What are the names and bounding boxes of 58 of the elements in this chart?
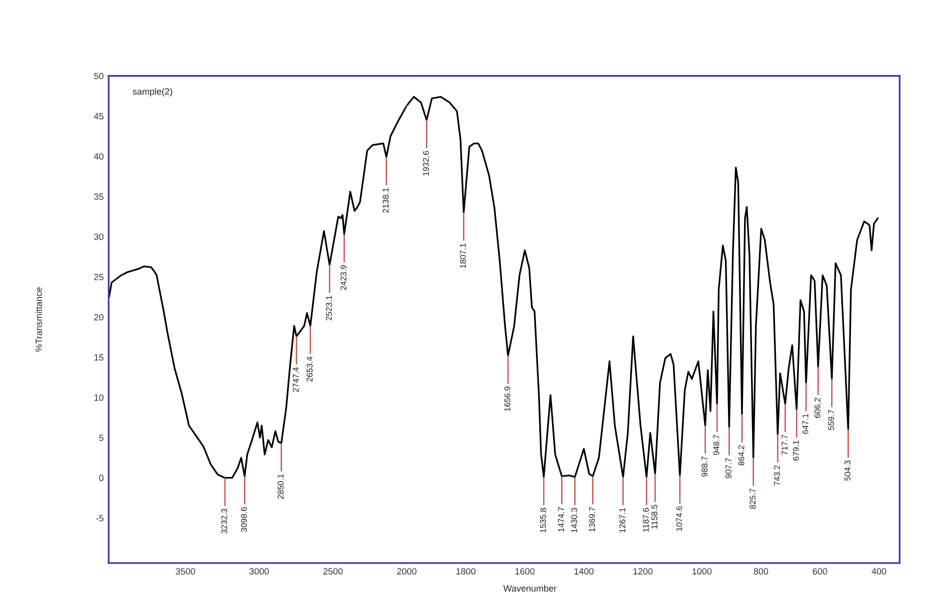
annotation: 825.7 <box>750 488 756 509</box>
annotation: 504.3 <box>844 460 850 481</box>
annotation: 1807.1 <box>460 244 466 268</box>
x-tick-label: 2500 <box>323 568 343 575</box>
annotation: 717.7 <box>782 434 788 455</box>
annotation: 1932.6 <box>422 151 429 176</box>
annotation: 559.7 <box>828 410 834 430</box>
x-tick-label: 400 <box>872 568 886 575</box>
x-tick-label: 800 <box>754 568 768 575</box>
y-tick-label: 0 <box>99 474 104 482</box>
annotation: 1187.6 <box>642 508 649 532</box>
y-tick-label: 30 <box>94 234 104 240</box>
y-tick-label: 35 <box>94 193 104 200</box>
y-tick-label: 40 <box>94 153 104 160</box>
x-axis-title: Wavenumber <box>503 584 557 592</box>
x-tick-label: 3000 <box>250 568 269 575</box>
annotation: 2423.9 <box>340 265 346 290</box>
annotation: 1656.9 <box>504 386 510 412</box>
x-tick-label: 1400 <box>574 568 594 575</box>
x-tick-label: 3500 <box>176 568 196 575</box>
y-tick-label: 20 <box>94 314 104 320</box>
annotation: 3232.3 <box>221 508 228 534</box>
y-tick-label: 15 <box>94 354 104 361</box>
annotation: 2653.4 <box>306 356 313 382</box>
annotation: 2138.1 <box>382 188 389 213</box>
y-tick-label: 50 <box>94 72 104 80</box>
y-tick-label: 10 <box>94 394 104 401</box>
x-tick-label: 1000 <box>692 568 712 575</box>
annotation: 907.7 <box>725 458 732 478</box>
annotation: 606.2 <box>814 398 820 418</box>
y-tick-label: 5 <box>99 434 104 441</box>
x-tick-label: 1800 <box>456 568 476 575</box>
annotation: 1535.8 <box>540 508 546 532</box>
y-axis-title: %Transmittance <box>35 287 42 352</box>
annotation: sample(2) <box>132 88 172 96</box>
annotation: 1369.7 <box>589 507 596 532</box>
annotation: 3098.6 <box>240 507 247 532</box>
y-tick-label: -5 <box>96 515 104 522</box>
x-tick-label: 600 <box>812 568 828 575</box>
annotation: 1158.5 <box>651 504 658 529</box>
annotation: 1074.6 <box>676 506 682 531</box>
x-tick-label: 1600 <box>515 568 535 575</box>
y-tick-label: 25 <box>94 274 104 280</box>
x-tick-label: 1200 <box>634 568 653 575</box>
annotation: 1267.1 <box>619 508 626 532</box>
annotation: 2850.1 <box>278 474 284 499</box>
annotation: 948.7 <box>713 434 720 455</box>
x-tick-label: 2000 <box>397 568 416 575</box>
annotation: 743.2 <box>774 465 780 486</box>
annotation: 2747.4 <box>292 367 299 392</box>
y-tick-label: 45 <box>94 113 104 120</box>
annotation: 1474.7 <box>558 507 564 532</box>
annotation: 864.2 <box>738 445 744 466</box>
annotation: 679.1 <box>792 440 799 460</box>
annotation: 647.1 <box>802 414 808 434</box>
annotation: 988.7 <box>702 456 708 477</box>
annotation: 2523.1 <box>326 296 332 320</box>
annotation: 1430.3 <box>571 508 578 532</box>
